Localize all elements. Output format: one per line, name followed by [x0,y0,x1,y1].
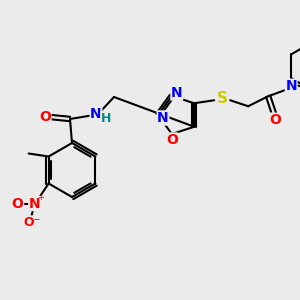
Text: H: H [101,112,111,124]
Text: +: + [37,193,44,202]
Text: O: O [269,113,281,127]
Text: N: N [157,111,169,125]
Text: S: S [217,91,228,106]
Text: N: N [29,196,40,211]
Text: O⁻: O⁻ [23,216,40,229]
Text: N: N [285,79,297,93]
Text: O: O [39,110,51,124]
Text: O: O [12,196,24,211]
Text: N: N [90,107,102,121]
Text: N: N [171,86,183,100]
Text: O: O [166,133,178,147]
